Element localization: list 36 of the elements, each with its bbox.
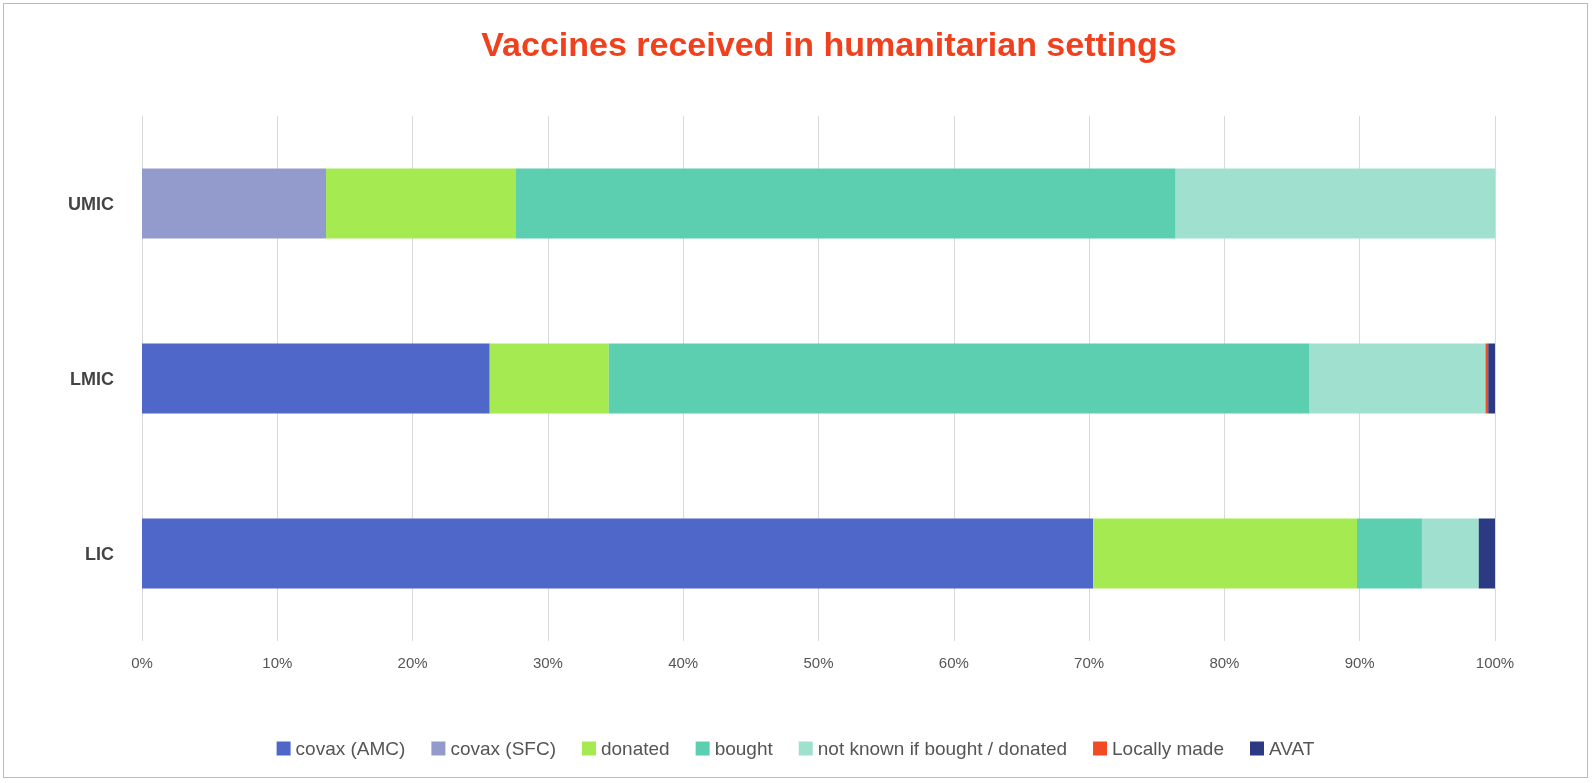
x-tick-label: 80%	[1209, 654, 1240, 671]
x-tick-label: 70%	[1074, 654, 1105, 671]
bar	[515, 168, 1176, 239]
y-tick-label: UMIC	[68, 193, 114, 214]
bar	[142, 518, 1094, 589]
x-tick-label: 90%	[1344, 654, 1375, 671]
x-tick-label: 30%	[532, 654, 563, 671]
x-tick-label: 10%	[262, 654, 293, 671]
bar	[326, 168, 516, 239]
legend-label: AVAT	[1269, 738, 1315, 759]
legend-label: covax (SFC)	[450, 738, 556, 759]
legend-label: Locally made	[1112, 738, 1225, 759]
bar	[608, 343, 1310, 414]
legend-label: not known if bought / donated	[817, 738, 1068, 759]
x-tick-label: 50%	[803, 654, 834, 671]
x-tick-label: 20%	[397, 654, 428, 671]
bar	[142, 343, 490, 414]
bar	[1175, 168, 1495, 239]
legend-label: covax (AMC)	[295, 738, 406, 759]
bar	[489, 343, 609, 414]
x-tick-label: 100%	[1475, 654, 1515, 671]
legend-label: bought	[714, 738, 774, 759]
bar	[142, 168, 327, 239]
y-tick-label: LIC	[85, 543, 114, 564]
legend-label: donated	[600, 738, 670, 759]
bar	[1093, 518, 1357, 589]
chart-title: Vaccines received in humanitarian settings	[481, 25, 1177, 63]
x-tick-label: 60%	[938, 654, 969, 671]
x-tick-label: 40%	[668, 654, 699, 671]
bar	[1356, 518, 1422, 589]
bar	[1488, 343, 1495, 414]
bar	[1309, 343, 1486, 414]
bar	[1478, 518, 1495, 589]
x-tick-label: 0%	[131, 654, 153, 671]
bar	[1421, 518, 1479, 589]
y-tick-label: LMIC	[70, 368, 114, 389]
